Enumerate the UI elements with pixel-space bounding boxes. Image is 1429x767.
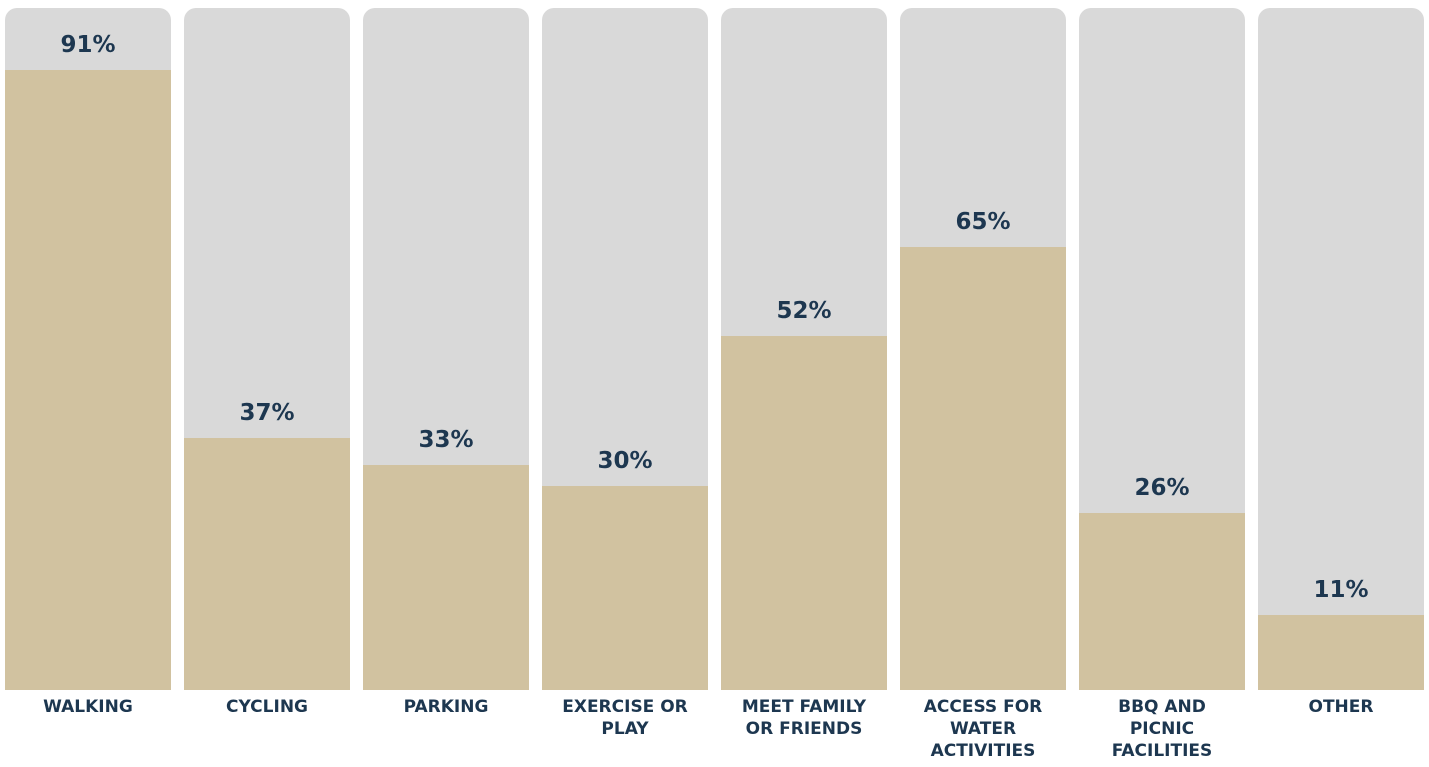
value-label: 33%: [418, 427, 474, 454]
bar-track: [1258, 8, 1424, 690]
bar: [363, 465, 529, 690]
bar: [900, 247, 1066, 690]
value-label: 11%: [1313, 577, 1369, 604]
value-label: 37%: [239, 400, 295, 427]
bar: [1079, 512, 1245, 690]
category-label: CYCLING: [226, 697, 308, 717]
category-label: EXERCISE OR PLAY: [562, 697, 688, 739]
category-label: PARKING: [403, 697, 489, 717]
value-label: 91%: [60, 32, 116, 59]
bar: [184, 438, 350, 690]
bar: [721, 335, 887, 690]
bar: [5, 70, 171, 690]
category-label: ACCESS FOR WATER ACTIVITIES: [923, 697, 1043, 761]
category-label: OTHER: [1308, 697, 1374, 717]
category-label: BBQ AND PICNIC FACILITIES: [1111, 697, 1213, 761]
value-label: 65%: [955, 209, 1011, 236]
bar: [542, 485, 708, 690]
category-label: WALKING: [43, 697, 133, 717]
category-label: MEET FAMILY OR FRIENDS: [741, 697, 867, 739]
value-label: 52%: [776, 297, 832, 324]
value-label: 30%: [597, 447, 653, 474]
value-label: 26%: [1134, 474, 1190, 501]
bar: [1258, 615, 1424, 690]
